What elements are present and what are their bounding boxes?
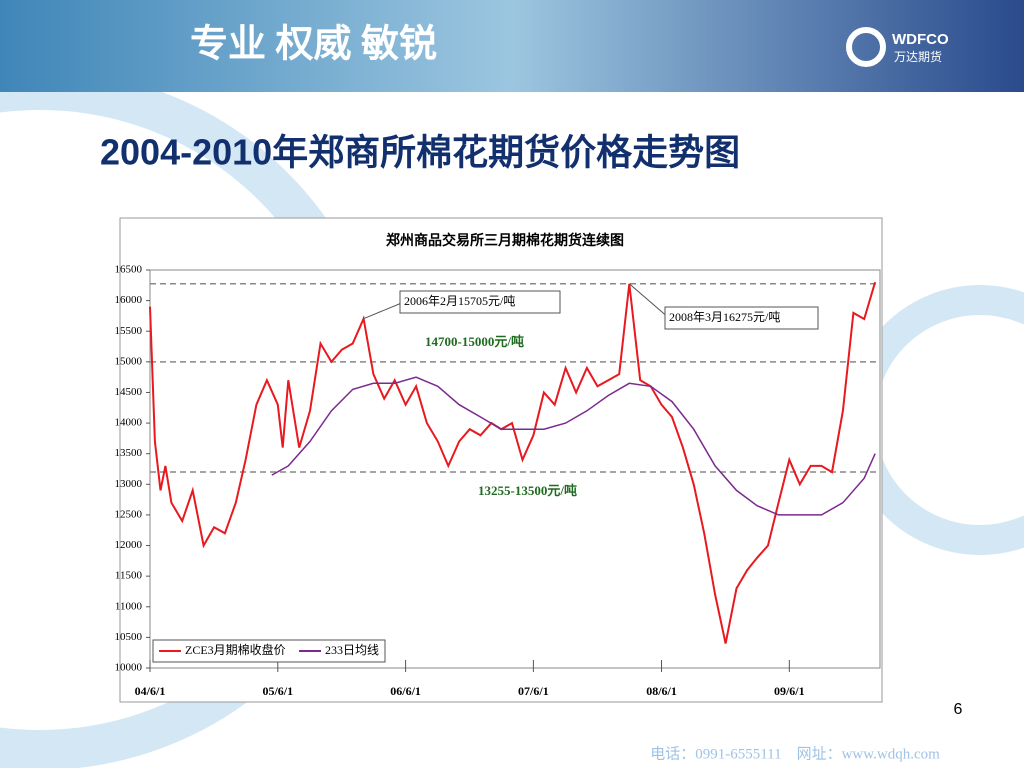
legend-label: ZCE3月期棉收盘价 — [185, 642, 286, 657]
x-tick-label: 04/6/1 — [135, 684, 166, 698]
y-tick-label: 12000 — [115, 539, 143, 551]
slogan: 专业 权威 敏锐 — [190, 24, 437, 66]
footer: 电话：0991-6555111 网址：www.wdqh.com — [650, 745, 940, 762]
callout-line — [628, 283, 670, 319]
legend-box — [152, 639, 386, 663]
callout-line — [363, 301, 405, 320]
y-tick-label: 10500 — [115, 631, 143, 643]
logo-icon — [846, 27, 886, 67]
x-tick-label: 05/6/1 — [262, 684, 293, 698]
annotation: 2006年2月15705元/吨 — [404, 294, 515, 308]
annotation: 14700-15000元/吨 — [425, 334, 524, 349]
page-number: 6 — [954, 701, 963, 718]
x-tick-label: 08/6/1 — [646, 684, 677, 698]
legend-label: 233日均线 — [325, 643, 379, 657]
y-tick-label: 16500 — [115, 264, 143, 276]
logo-subtext: 万达期货 — [894, 49, 942, 64]
y-tick-label: 15500 — [115, 325, 143, 337]
y-tick-label: 14500 — [115, 386, 143, 398]
chart-title: 郑州商品交易所三月期棉花期货连续图 — [386, 232, 624, 249]
callout-box — [399, 290, 561, 314]
logo-text: WDFCO — [892, 31, 949, 48]
x-tick-label: 07/6/1 — [518, 684, 549, 698]
annotation: 13255-13500元/吨 — [478, 483, 577, 498]
x-tick-label: 06/6/1 — [390, 684, 421, 698]
x-tick-label: 09/6/1 — [774, 684, 805, 698]
slide-title: 2004-2010年郑商所棉花期货价格走势图 — [100, 132, 740, 173]
y-tick-label: 10000 — [115, 662, 143, 674]
y-tick-label: 15000 — [115, 355, 143, 367]
y-tick-label: 13000 — [115, 478, 143, 490]
y-tick-label: 13500 — [115, 447, 143, 459]
plot-area — [149, 269, 881, 669]
series-line — [271, 376, 876, 516]
y-tick-label: 16000 — [115, 294, 143, 306]
y-tick-label: 14000 — [115, 417, 143, 429]
y-tick-label: 11000 — [115, 600, 143, 612]
callout-box — [664, 306, 819, 330]
y-tick-label: 12500 — [115, 508, 143, 520]
header-band — [0, 0, 1024, 92]
annotation: 2008年3月16275元/吨 — [669, 310, 780, 324]
y-tick-label: 11500 — [115, 570, 143, 582]
plot: 10000 10500 11000 11500 12000 12500 13000 13500… — [115, 264, 881, 698]
